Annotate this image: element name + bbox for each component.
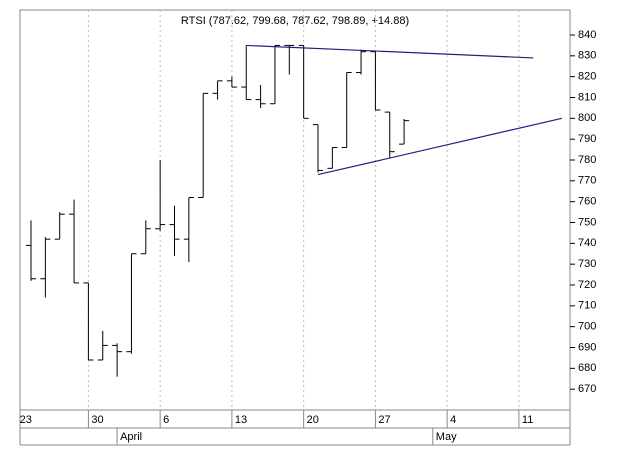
x-tick-label: 4 xyxy=(450,414,456,426)
y-tick-label: 830 xyxy=(578,50,596,62)
y-tick-label: 740 xyxy=(578,237,596,249)
y-tick-label: 790 xyxy=(578,133,596,145)
y-tick-label: 720 xyxy=(578,279,596,291)
y-tick-label: 690 xyxy=(578,341,596,353)
x-tick-label: 30 xyxy=(91,414,103,426)
chart-title: RTSI (787.62, 799.68, 787.62, 798.89, +1… xyxy=(181,15,409,27)
y-tick-label: 730 xyxy=(578,258,596,270)
month-label: April xyxy=(120,431,142,443)
y-tick-label: 820 xyxy=(578,71,596,83)
x-tick-label: 20 xyxy=(307,414,319,426)
x-tick-label: 23 xyxy=(20,414,32,426)
x-tick-label: 27 xyxy=(378,414,390,426)
y-tick-label: 760 xyxy=(578,196,596,208)
y-tick-label: 680 xyxy=(578,362,596,374)
y-tick-label: 710 xyxy=(578,300,596,312)
trendline xyxy=(317,117,563,176)
y-tick-label: 670 xyxy=(578,383,596,395)
trendline xyxy=(246,44,534,59)
y-tick-label: 800 xyxy=(578,112,596,124)
x-tick-label: 6 xyxy=(163,414,169,426)
y-tick-label: 810 xyxy=(578,91,596,103)
y-tick-label: 750 xyxy=(578,216,596,228)
month-label: May xyxy=(436,431,457,443)
x-tick-label: 13 xyxy=(235,414,247,426)
y-tick-label: 700 xyxy=(578,321,596,333)
y-tick-label: 780 xyxy=(578,154,596,166)
y-tick-label: 770 xyxy=(578,175,596,187)
x-tick-label: 11 xyxy=(522,414,533,426)
plot-layer: 23 30 April 6 13 20 27 May 4 11 xyxy=(20,10,563,445)
plot-frame xyxy=(19,9,571,411)
y-tick-label: 840 xyxy=(578,29,596,41)
